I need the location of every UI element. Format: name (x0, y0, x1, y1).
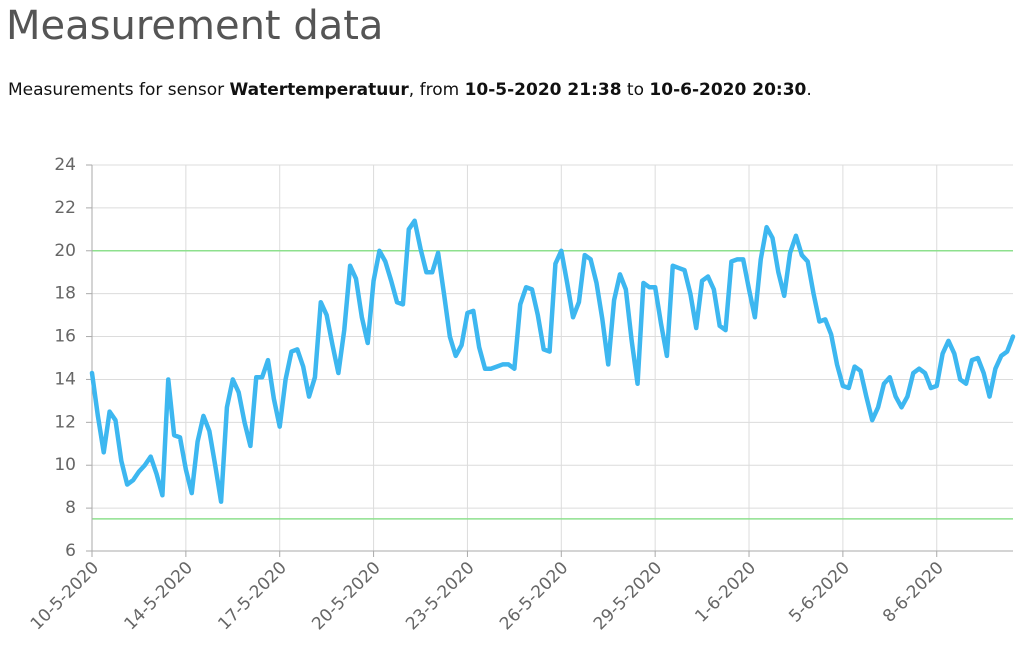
x-tick-label: 8-6-2020 (879, 558, 948, 627)
y-tick-label: 22 (54, 198, 76, 218)
subtitle-part: , from (409, 80, 465, 100)
y-tick-label: 20 (54, 241, 76, 261)
subtitle-part: 10-6-2020 20:30 (649, 80, 806, 100)
subtitle-part: 10-5-2020 21:38 (465, 80, 622, 100)
y-tick-label: 12 (54, 412, 76, 432)
y-tick-label: 6 (65, 541, 76, 561)
y-tick-label: 14 (54, 369, 76, 389)
subtitle-part: Watertemperatuur (230, 80, 410, 100)
y-tick-label: 10 (54, 455, 76, 475)
subtitle-part: to (622, 80, 650, 100)
x-tick-label: 23-5-2020 (402, 558, 478, 634)
x-tick-label: 29-5-2020 (590, 558, 666, 634)
subtitle-part: Measurements for sensor (8, 80, 230, 100)
y-tick-label: 24 (54, 155, 76, 175)
subtitle-part: . (806, 80, 811, 100)
page-title: Measurement data (6, 3, 383, 49)
y-tick-label: 18 (54, 284, 76, 304)
y-tick-label: 16 (54, 327, 76, 347)
x-tick-label: 26-5-2020 (496, 558, 572, 634)
x-tick-label: 17-5-2020 (214, 558, 290, 634)
x-tick-label: 1-6-2020 (691, 558, 760, 627)
data-line (89, 218, 1016, 504)
x-tick-label: 14-5-2020 (121, 558, 197, 634)
y-tick-label: 8 (65, 498, 76, 518)
x-tick-label: 10-5-2020 (27, 558, 103, 634)
x-tick-label: 5-6-2020 (785, 558, 854, 627)
subtitle: Measurements for sensor Watertemperatuur… (8, 80, 812, 100)
x-tick-label: 20-5-2020 (308, 558, 384, 634)
